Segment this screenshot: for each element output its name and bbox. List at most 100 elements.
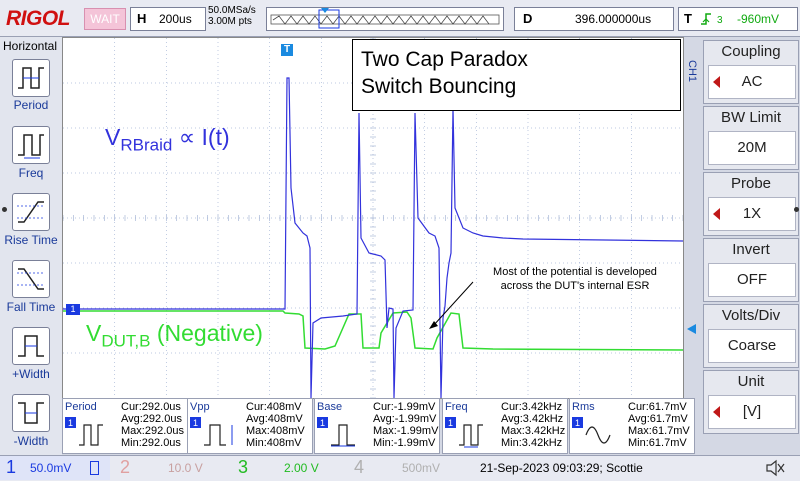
coupling-value: AC (741, 73, 763, 90)
ch1-status[interactable] (0, 456, 110, 480)
ch4-number[interactable]: 4 (354, 457, 365, 477)
fall-time-button[interactable] (12, 260, 50, 298)
ch2-label-rest: (Negative) (150, 320, 263, 346)
period-button[interactable] (12, 59, 50, 97)
measurement-name: Vpp (190, 401, 210, 413)
annotation-arrowhead (429, 321, 438, 329)
invert-value: OFF (737, 271, 767, 288)
negative-width-label: -Width (13, 434, 49, 448)
unit-title: Unit (737, 373, 765, 390)
freq-measure-icon: 1 (445, 417, 483, 448)
ch1-ground-marker[interactable]: 1 (66, 304, 80, 315)
freq-button[interactable] (12, 126, 50, 164)
measurement-avg: Avg:-1.99mV (373, 413, 437, 425)
measurement-cur: Cur:-1.99mV (373, 401, 436, 413)
measurement-base[interactable]: Base 1 Cur:-1.99mV Avg:-1.99mV Max:-1.99… (314, 398, 440, 454)
horizontal-measure-panel (0, 37, 62, 455)
base-measure-icon: 1 (317, 417, 355, 447)
trigger-level-marker[interactable] (687, 324, 696, 334)
rise-time-button[interactable] (12, 193, 50, 231)
fall-time-icon (17, 268, 45, 290)
trigger-edge-icon: 3 (701, 13, 723, 26)
run-status-badge[interactable]: WAIT (84, 8, 126, 30)
measurement-max: Max:3.42kHz (501, 425, 566, 437)
esr-annotation: Most of the potential is developed acros… (470, 265, 680, 293)
coupling-arrow-icon (713, 76, 720, 88)
ch1-number: 1 (6, 457, 17, 477)
negative-width-button[interactable] (12, 394, 50, 432)
period-measure-icon: 1 (65, 417, 103, 446)
channel-menu-label: CH1 (686, 60, 698, 83)
freq-icon (18, 134, 44, 159)
measurement-max: Max:408mV (246, 425, 305, 437)
memory-depth: 3.00M pts (208, 16, 252, 27)
svg-text:1: 1 (68, 418, 73, 428)
probe-title: Probe (730, 175, 772, 192)
svg-text:1: 1 (320, 418, 325, 428)
positive-width-icon (18, 335, 44, 357)
invert-title: Invert (732, 241, 770, 258)
trigger-position-marker[interactable]: T (281, 44, 293, 56)
ch1-trace-label: VRBraid ∝ I(t) (105, 124, 230, 156)
annotation-line-2: across the DUT's internal ESR (500, 280, 650, 292)
bw-limit-value: 20M (737, 139, 767, 156)
channel-status-bar (0, 455, 800, 481)
probe-menu[interactable]: Probe 1X (703, 172, 799, 236)
measurement-avg: Avg:408mV (246, 413, 303, 425)
acquisition-info: 50.0MSa/s 3.00M pts (208, 5, 256, 27)
measurement-vpp[interactable]: Vpp 1 Cur:408mV Avg:408mV Max:408mV Min:… (187, 398, 313, 454)
speaker-muted-icon[interactable] (764, 458, 786, 478)
period-label: Period (13, 98, 49, 112)
measurement-cur: Cur:408mV (246, 401, 302, 413)
rms-measure-icon: 1 (572, 417, 611, 444)
rise-time-label: Rise Time (4, 233, 58, 247)
volts-div-menu[interactable]: Volts/Div Coarse (703, 304, 799, 368)
title-line-1: Two Cap Paradox (361, 48, 528, 71)
measurement-avg: Avg:3.42kHz (501, 413, 564, 425)
unit-arrow-icon (713, 406, 720, 418)
bw-limit-menu[interactable]: BW Limit 20M (703, 106, 799, 170)
unit-menu[interactable]: Unit [V] (703, 370, 799, 434)
svg-text:3: 3 (717, 15, 723, 26)
horizontal-timebase[interactable]: H 200us (130, 7, 206, 31)
ch2-number[interactable]: 2 (120, 457, 131, 477)
coupling-menu[interactable]: Coupling AC (703, 40, 799, 104)
negative-width-icon (18, 402, 44, 424)
coupling-title: Coupling (721, 43, 781, 60)
timebase-value: 200us (159, 12, 192, 26)
measurement-min: Min:292.0us (121, 437, 181, 449)
datetime-label: 21-Sep-2023 09:03:29; Scottie (480, 461, 643, 475)
ch1-label-rest: ∝ I(t) (172, 124, 230, 150)
trigger-key: T (684, 11, 692, 26)
measurement-freq[interactable]: Freq 1 Cur:3.42kHz Avg:3.42kHz Max:3.42k… (442, 398, 568, 454)
measurement-cur: Cur:292.0us (121, 401, 181, 413)
measurement-rms[interactable]: Rms 1 Cur:61.7mV Avg:61.7mV Max:61.7mV M… (569, 398, 695, 454)
ch2-trace-label: VDUT,B (Negative) (86, 320, 263, 352)
svg-text:1: 1 (448, 418, 453, 428)
panel-title: Horizontal (2, 39, 58, 53)
positive-width-button[interactable] (12, 327, 50, 365)
measurement-period[interactable]: Period 1 Cur:292.0us Avg:292.0us Max:292… (62, 398, 188, 454)
annotation-arrow (432, 281, 474, 327)
measurement-min: Min:3.42kHz (501, 437, 563, 449)
ch3-number[interactable]: 3 (238, 457, 249, 477)
ch3-scale: 2.00 V (284, 461, 319, 475)
invert-menu[interactable]: Invert OFF (703, 238, 799, 302)
probe-arrow-icon (713, 208, 720, 220)
menu-page-dot-icon (794, 207, 799, 212)
ch1-bw-limit-icon (90, 461, 99, 475)
measurement-avg: Avg:292.0us (121, 413, 182, 425)
measurement-max: Max:-1.99mV (373, 425, 439, 437)
delay-value: 396.000000us (575, 12, 652, 26)
measurement-max: Max:61.7mV (628, 425, 690, 437)
memory-position-bar[interactable] (266, 7, 504, 31)
title-line-2: Switch Bouncing (361, 75, 517, 98)
ch2-label-main: V (86, 320, 102, 346)
measurement-cur: Cur:3.42kHz (501, 401, 563, 413)
rise-time-icon (17, 201, 45, 223)
ch1-scale: 50.0mV (30, 461, 72, 475)
horizontal-delay[interactable]: D 396.000000us (514, 7, 674, 31)
trigger-setting[interactable]: T 3 -960mV (678, 7, 798, 31)
ch2-trace (63, 310, 684, 351)
volts-div-value: Coarse (727, 337, 777, 354)
